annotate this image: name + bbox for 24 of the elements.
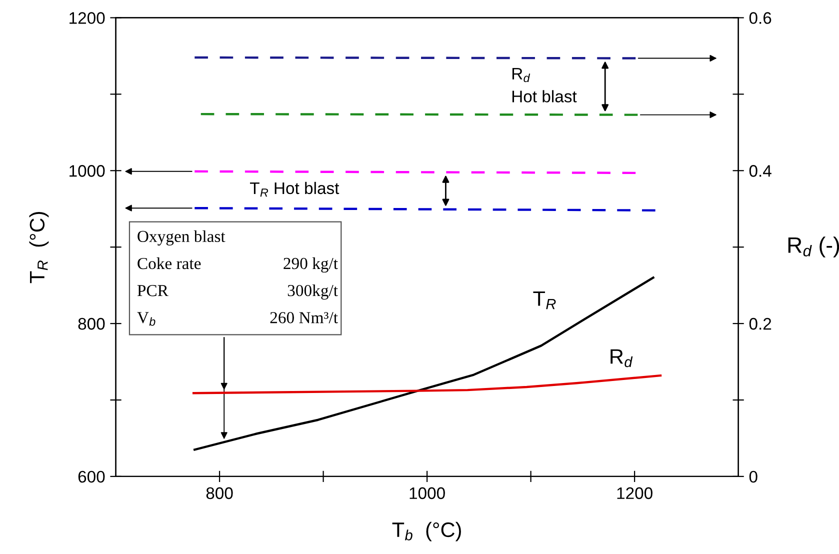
x-axis-title: T$_{b}$ (°C) <box>392 522 461 542</box>
y-axis-title: T$_{R}$ (°C) <box>29 212 49 284</box>
y2-tick-label: 0 <box>749 470 758 483</box>
y2-axis-title: R$_{d}$ (-) <box>788 236 839 258</box>
y2-tick-label: 0.2 <box>749 318 772 330</box>
x-tick-label: 800 <box>206 487 233 500</box>
y-tick-label: 600 <box>78 470 105 483</box>
y-tick-label: 1200 <box>70 12 105 24</box>
series-label: R$_{d}$ <box>610 349 633 368</box>
text: PCR 300kg/t <box>137 284 338 300</box>
series-label: T$_{R}$ <box>533 291 556 310</box>
y-tick-label: 1000 <box>70 165 105 177</box>
x-tick-label: 1200 <box>617 487 652 500</box>
text: Coke rate 290 kg/t <box>138 257 338 273</box>
y-tick-label: 800 <box>78 318 105 330</box>
y2-tick-label: 0.4 <box>749 165 772 177</box>
y2-tick-label: 0.6 <box>749 12 772 24</box>
annotation: Oxygen blast <box>138 230 226 246</box>
x-tick-label: 1000 <box>410 487 445 500</box>
text: V$_{b}$ 260 Nm³/t <box>137 312 338 326</box>
annotation: R$_{d}$ Hot blast <box>512 68 577 102</box>
line-series <box>194 276 654 451</box>
annotation: T$_{R}$ Hot blast <box>250 182 340 197</box>
line-series <box>192 374 662 394</box>
